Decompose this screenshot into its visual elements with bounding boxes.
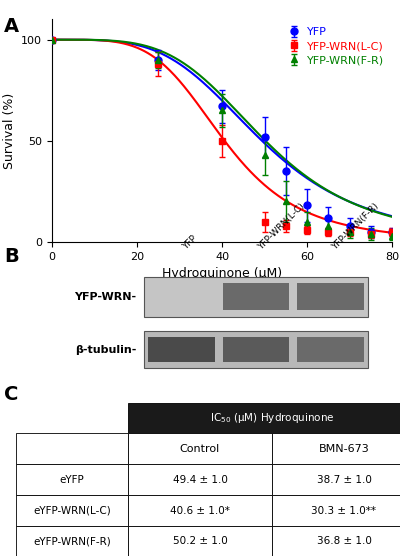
Text: BMN-673: BMN-673 bbox=[319, 444, 369, 454]
Text: 38.7 ± 1.0: 38.7 ± 1.0 bbox=[316, 475, 372, 485]
Bar bbox=[16, 464, 128, 495]
Bar bbox=[16, 434, 128, 464]
Bar bbox=[128, 434, 272, 464]
Text: 30.3 ± 1.0**: 30.3 ± 1.0** bbox=[312, 505, 376, 515]
Bar bbox=[128, 403, 400, 434]
Text: YFP-WRN(F-R): YFP-WRN(F-R) bbox=[331, 201, 381, 251]
Bar bbox=[16, 495, 128, 526]
Text: 49.4 ± 1.0: 49.4 ± 1.0 bbox=[172, 475, 228, 485]
Bar bbox=[272, 464, 400, 495]
Text: Control: Control bbox=[180, 444, 220, 454]
Text: IC$_{50}$ (μM) Hydroquinone: IC$_{50}$ (μM) Hydroquinone bbox=[210, 411, 334, 425]
Legend: YFP, YFP-WRN(L-C), YFP-WRN(F-R): YFP, YFP-WRN(L-C), YFP-WRN(F-R) bbox=[284, 25, 386, 67]
Bar bbox=[144, 277, 368, 317]
Bar bbox=[223, 284, 289, 310]
Bar bbox=[16, 403, 128, 434]
Bar bbox=[16, 526, 128, 556]
Bar bbox=[272, 495, 400, 526]
Bar bbox=[297, 284, 364, 310]
Text: 36.8 ± 1.0: 36.8 ± 1.0 bbox=[316, 537, 372, 547]
X-axis label: Hydroquinone (μM): Hydroquinone (μM) bbox=[162, 267, 282, 280]
Text: C: C bbox=[4, 385, 18, 404]
Bar bbox=[297, 337, 364, 362]
Text: YFP: YFP bbox=[181, 234, 199, 251]
Bar bbox=[128, 526, 272, 556]
Text: A: A bbox=[4, 17, 19, 36]
Text: β-tubulin-: β-tubulin- bbox=[75, 345, 136, 355]
Text: B: B bbox=[4, 247, 19, 266]
Bar bbox=[128, 464, 272, 495]
Bar bbox=[223, 337, 289, 362]
Text: eYFP-WRN(L-C): eYFP-WRN(L-C) bbox=[33, 505, 111, 515]
Text: eYFP-WRN(F-R): eYFP-WRN(F-R) bbox=[33, 537, 111, 547]
Y-axis label: Survival (%): Survival (%) bbox=[3, 92, 16, 169]
Bar bbox=[128, 495, 272, 526]
Bar bbox=[144, 331, 368, 368]
Bar bbox=[272, 526, 400, 556]
Text: 50.2 ± 1.0: 50.2 ± 1.0 bbox=[173, 537, 227, 547]
Bar bbox=[272, 434, 400, 464]
Text: 40.6 ± 1.0*: 40.6 ± 1.0* bbox=[170, 505, 230, 515]
Text: YFP-WRN-: YFP-WRN- bbox=[74, 292, 136, 302]
Text: YFP-WRN(L-C): YFP-WRN(L-C) bbox=[256, 201, 306, 251]
Bar bbox=[148, 337, 215, 362]
Text: eYFP: eYFP bbox=[60, 475, 84, 485]
